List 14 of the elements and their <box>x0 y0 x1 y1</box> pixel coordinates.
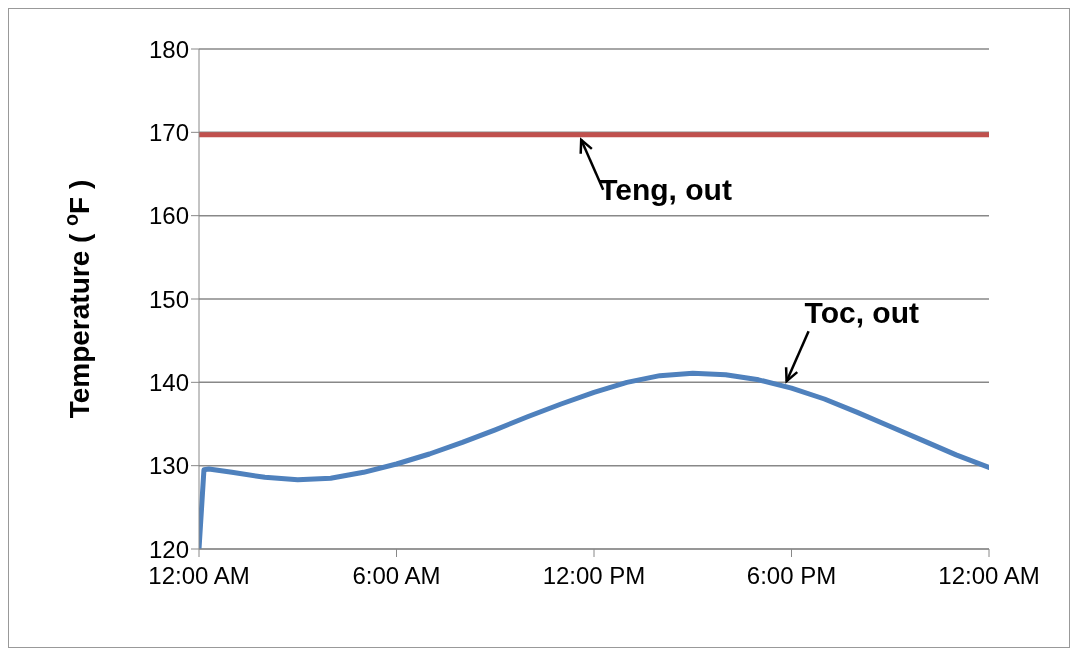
x-tick-label: 6:00 AM <box>352 562 441 590</box>
x-tick-label: 12:00 AM <box>148 562 250 590</box>
x-tick-label: 12:00 AM <box>938 562 1040 590</box>
y-tick-label: 120 <box>148 535 189 563</box>
y-tick-label: 160 <box>148 202 189 230</box>
x-tick-label: 6:00 PM <box>746 562 837 590</box>
y-tick-label: 150 <box>148 285 189 313</box>
y-tick-label: 130 <box>148 452 189 480</box>
series-label: Teng, out <box>599 172 732 206</box>
y-tick-label: 170 <box>148 118 189 146</box>
y-tick-label: 140 <box>148 368 189 396</box>
x-tick-label: 12:00 PM <box>542 562 646 590</box>
y-tick-label: 180 <box>148 35 189 63</box>
text: Toc, out <box>804 296 920 330</box>
